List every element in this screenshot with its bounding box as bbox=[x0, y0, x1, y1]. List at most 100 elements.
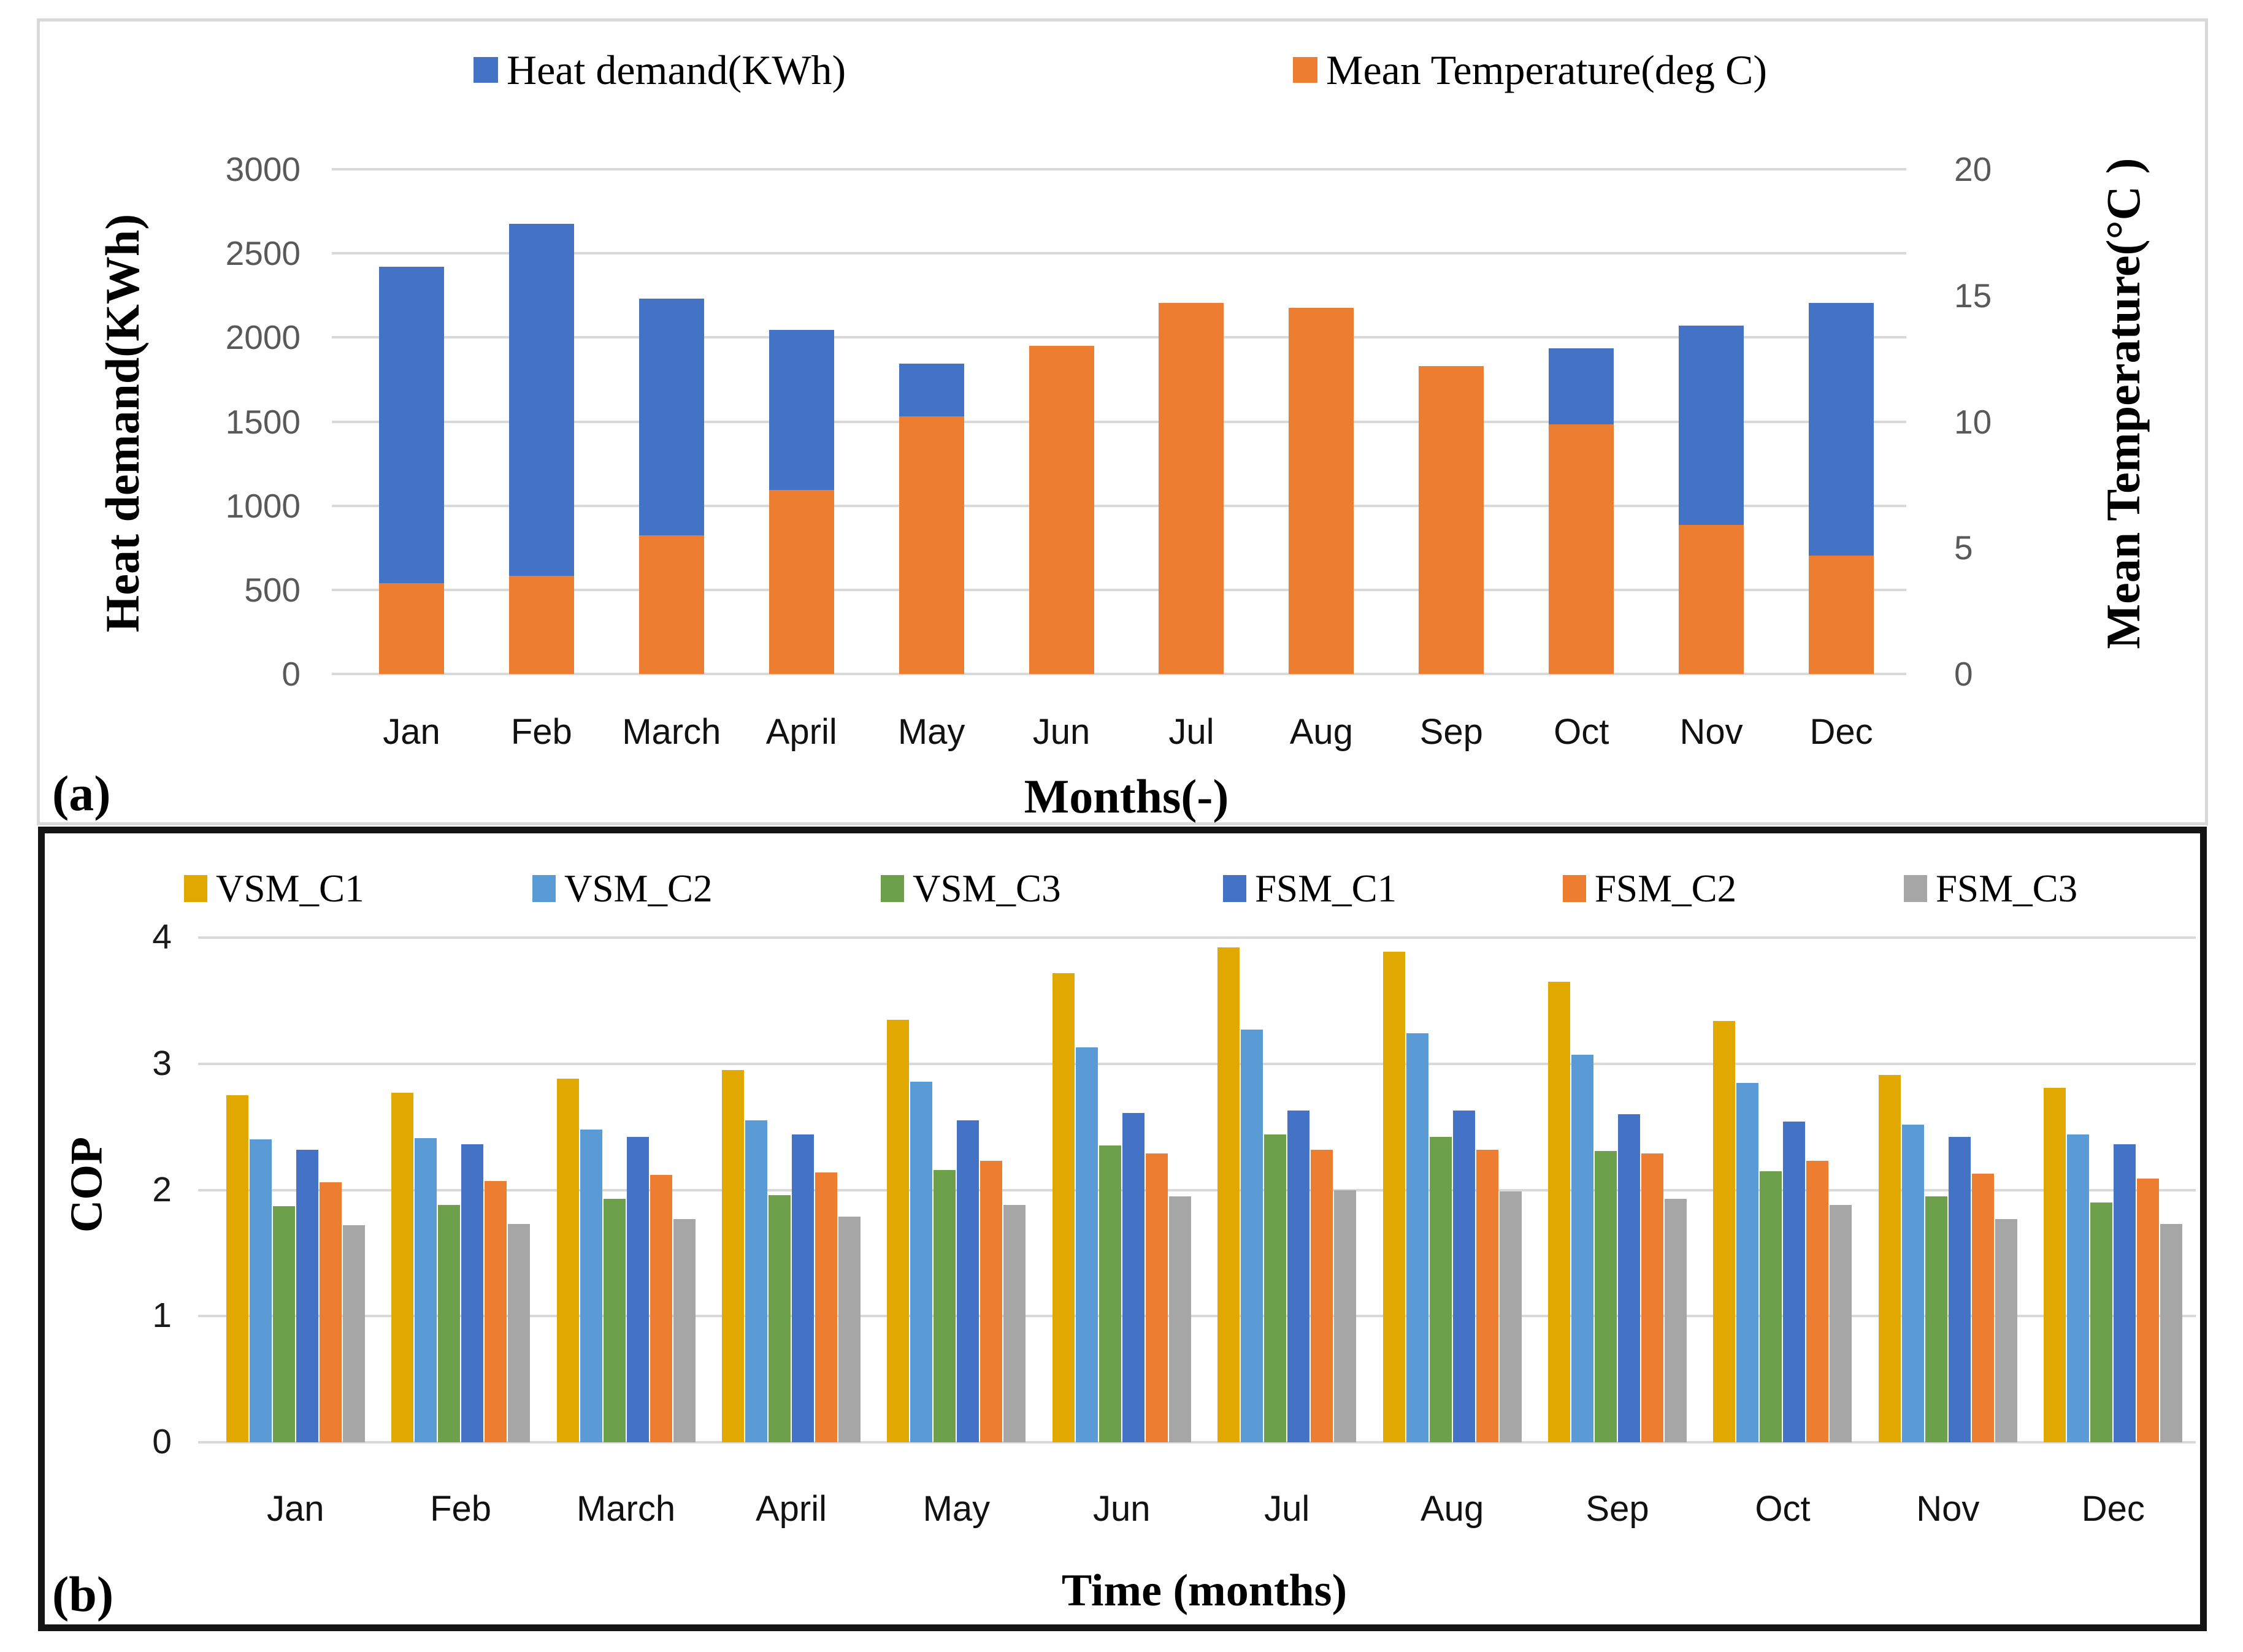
cop-bar-vsm_c3 bbox=[1429, 1137, 1452, 1442]
y-axis-tick-label: 4 bbox=[152, 917, 172, 957]
panel-a-x-axis-title: Months(-) bbox=[1024, 770, 1229, 823]
mean-temperature-bar bbox=[899, 416, 964, 674]
cop-bar-vsm_c2 bbox=[745, 1120, 767, 1442]
cop-bar-vsm_c2 bbox=[1571, 1055, 1594, 1442]
legend-label: Mean Temperature(deg C) bbox=[1326, 47, 1768, 93]
cop-bar-vsm_c2 bbox=[415, 1138, 437, 1442]
x-axis-category-label: May bbox=[897, 712, 965, 752]
legend-item: FSM_C2 bbox=[1563, 868, 1736, 909]
x-axis-category-label: April bbox=[765, 712, 837, 752]
x-axis-category-label: March bbox=[576, 1489, 676, 1529]
mean-temperature-bar bbox=[1679, 525, 1744, 674]
cop-bar-fsm_c1 bbox=[957, 1120, 980, 1442]
cop-bar-vsm_c3 bbox=[603, 1198, 626, 1442]
mean-temperature-bar bbox=[1809, 555, 1874, 674]
cop-bar-vsm_c2 bbox=[2067, 1134, 2090, 1442]
cop-bar-vsm_c1 bbox=[556, 1079, 579, 1442]
cop-bar-fsm_c2 bbox=[485, 1181, 507, 1442]
cop-bar-fsm_c2 bbox=[2137, 1178, 2160, 1442]
cop-bar-fsm_c1 bbox=[626, 1137, 649, 1442]
panel-b-x-axis-title: Time (months) bbox=[1061, 1566, 1348, 1616]
y-axis-tick-label: 500 bbox=[244, 570, 301, 609]
legend-label: FSM_C2 bbox=[1595, 867, 1737, 910]
x-axis-category-label: Jun bbox=[1093, 1489, 1151, 1529]
cop-bar-fsm_c2 bbox=[815, 1172, 837, 1442]
cop-bar-fsm_c2 bbox=[1145, 1153, 1168, 1442]
cop-bar-vsm_c1 bbox=[226, 1095, 248, 1442]
panel-b-y-axis-title: COP bbox=[61, 1136, 112, 1233]
x-axis-category-label: April bbox=[755, 1489, 827, 1529]
cop-bar-vsm_c2 bbox=[1075, 1047, 1098, 1442]
x-axis-category-label: Oct bbox=[1554, 712, 1609, 752]
y-axis-tick-label: 0 bbox=[152, 1422, 172, 1461]
panel-a-left-axis-title: Heat demand(KWh) bbox=[96, 213, 149, 633]
mean-temperature-bar bbox=[1029, 346, 1094, 674]
y-axis-tick-label: 1000 bbox=[225, 486, 301, 525]
cop-bar-fsm_c1 bbox=[791, 1134, 814, 1442]
legend-label: Heat demand(KWh) bbox=[507, 47, 846, 93]
cop-bar-vsm_c2 bbox=[249, 1139, 272, 1442]
cop-bar-vsm_c2 bbox=[1736, 1082, 1759, 1442]
legend-item: Heat demand(KWh) bbox=[474, 48, 846, 92]
secondary-y-axis-tick-label: 0 bbox=[1954, 655, 1973, 693]
cop-bar-fsm_c3 bbox=[1665, 1198, 1687, 1442]
cop-bar-fsm_c2 bbox=[1806, 1161, 1829, 1442]
legend-label: VSM_C1 bbox=[216, 867, 364, 910]
cop-bar-fsm_c1 bbox=[2114, 1144, 2136, 1442]
cop-bar-vsm_c1 bbox=[1052, 973, 1075, 1442]
cop-bar-vsm_c1 bbox=[2044, 1087, 2066, 1442]
panel-b-label: (b) bbox=[52, 1566, 114, 1622]
cop-bar-fsm_c1 bbox=[1452, 1110, 1475, 1442]
legend-label: VSM_C2 bbox=[564, 867, 713, 910]
cop-bar-fsm_c3 bbox=[1830, 1205, 1852, 1442]
cop-bar-fsm_c2 bbox=[319, 1182, 342, 1442]
cop-bar-vsm_c1 bbox=[391, 1093, 414, 1442]
cop-bar-vsm_c3 bbox=[438, 1205, 461, 1442]
cop-bar-vsm_c3 bbox=[2090, 1203, 2113, 1442]
gridline bbox=[198, 1062, 2196, 1065]
cop-bar-fsm_c1 bbox=[1783, 1122, 1806, 1442]
cop-bar-fsm_c2 bbox=[980, 1161, 1003, 1442]
cop-bar-vsm_c1 bbox=[1382, 951, 1405, 1442]
cop-bar-fsm_c2 bbox=[650, 1174, 672, 1442]
x-axis-category-label: Jan bbox=[266, 1489, 324, 1529]
x-axis-category-label: Aug bbox=[1289, 712, 1353, 752]
cop-bar-fsm_c3 bbox=[2160, 1224, 2183, 1442]
cop-bar-fsm_c3 bbox=[1995, 1218, 2017, 1442]
cop-bar-vsm_c1 bbox=[887, 1019, 910, 1442]
cop-bar-vsm_c2 bbox=[1901, 1124, 1924, 1442]
cop-bar-fsm_c2 bbox=[1641, 1153, 1664, 1442]
y-axis-tick-label: 2500 bbox=[225, 234, 301, 273]
gridline bbox=[332, 588, 1906, 591]
gridline bbox=[332, 336, 1906, 339]
cop-bar-fsm_c2 bbox=[1311, 1149, 1333, 1442]
cop-bar-vsm_c1 bbox=[1713, 1020, 1736, 1442]
secondary-y-axis-tick-label: 20 bbox=[1954, 150, 1992, 188]
cop-bar-vsm_c2 bbox=[1406, 1033, 1428, 1442]
cop-bar-fsm_c3 bbox=[508, 1224, 531, 1442]
y-axis-tick-label: 3000 bbox=[225, 150, 301, 188]
legend-swatch-vsm_c2 bbox=[532, 875, 556, 902]
cop-bar-vsm_c3 bbox=[1925, 1196, 1947, 1442]
cop-bar-fsm_c3 bbox=[342, 1225, 365, 1442]
legend-item: VSM_C3 bbox=[881, 868, 1061, 909]
gridline bbox=[198, 1188, 2196, 1191]
gridline bbox=[332, 673, 1906, 675]
x-axis-category-label: May bbox=[922, 1489, 991, 1529]
x-axis-category-label: Aug bbox=[1421, 1489, 1484, 1529]
gridline bbox=[198, 1315, 2196, 1318]
x-axis-category-label: Jul bbox=[1264, 1489, 1310, 1529]
cop-bar-fsm_c3 bbox=[1334, 1190, 1357, 1442]
cop-bar-fsm_c3 bbox=[1168, 1196, 1191, 1442]
x-axis-category-label: Dec bbox=[1809, 712, 1873, 752]
cop-bar-fsm_c1 bbox=[296, 1149, 318, 1442]
panel-a-label: (a) bbox=[52, 765, 111, 821]
cop-bar-fsm_c3 bbox=[1499, 1191, 1522, 1442]
mean-temperature-bar bbox=[1159, 303, 1224, 674]
cop-bar-vsm_c1 bbox=[1878, 1075, 1901, 1442]
gridline bbox=[332, 504, 1906, 507]
legend-label: VSM_C3 bbox=[913, 867, 1061, 910]
cop-bar-vsm_c2 bbox=[1241, 1030, 1263, 1442]
cop-bar-vsm_c3 bbox=[1264, 1134, 1287, 1442]
